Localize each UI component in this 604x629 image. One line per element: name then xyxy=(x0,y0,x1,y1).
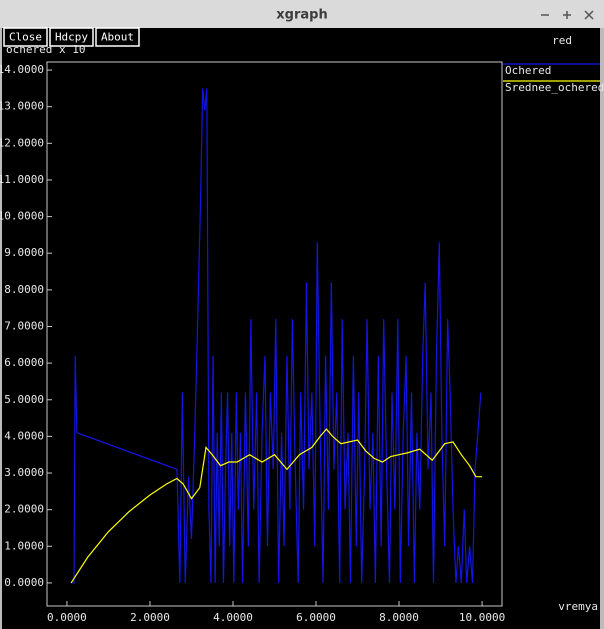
legend-label: Ochered xyxy=(505,64,551,77)
window-controls[interactable] xyxy=(541,10,594,20)
window-border xyxy=(600,28,604,629)
button-label[interactable]: Hdcpy xyxy=(55,31,88,44)
window-border xyxy=(0,28,2,629)
series-line xyxy=(70,428,483,584)
button-label[interactable]: About xyxy=(101,31,134,44)
x-axis-label: vremya xyxy=(558,600,598,613)
x-tick-label: 6.0000 xyxy=(296,611,336,624)
button[interactable] xyxy=(49,27,94,47)
y-tick-label: 3.0000 xyxy=(4,466,44,479)
plot-frame xyxy=(46,61,503,607)
y-tick-label: 0.0000 xyxy=(4,576,44,589)
button[interactable] xyxy=(3,27,48,47)
chart-title: red xyxy=(552,34,572,47)
y-tick-label: 2.0000 xyxy=(4,503,44,516)
x-tick-label: 4.0000 xyxy=(213,611,253,624)
button-label[interactable]: Close xyxy=(9,31,42,44)
y-tick-label: 10.0000 xyxy=(0,210,44,223)
y-tick-label: 5.0000 xyxy=(4,393,44,406)
y-tick-label: 9.0000 xyxy=(4,246,44,259)
y-tick-label: 11.0000 xyxy=(0,173,44,186)
y-axis-label: ochered x 10 xyxy=(6,43,85,56)
y-tick-label: 6.0000 xyxy=(4,356,44,369)
x-tick-label: 2.0000 xyxy=(130,611,170,624)
series-line xyxy=(71,88,482,584)
y-tick-label: 8.0000 xyxy=(4,283,44,296)
legend-label: Srednee_ocheredi xyxy=(505,81,604,94)
y-tick-label: 1.0000 xyxy=(4,539,44,552)
y-tick-label: 14.0000 xyxy=(0,63,44,76)
button-bar: Close Hdcpy About xyxy=(3,27,140,47)
x-tick-label: 8.0000 xyxy=(379,611,419,624)
x-tick-label: 10.0000 xyxy=(459,611,505,624)
y-tick-label: 4.0000 xyxy=(4,429,44,442)
y-tick-label: 13.0000 xyxy=(0,100,44,113)
button[interactable] xyxy=(95,27,140,47)
y-tick-label: 7.0000 xyxy=(4,319,44,332)
close-icon[interactable] xyxy=(584,10,594,20)
y-tick-label: 12.0000 xyxy=(0,136,44,149)
x-tick-label: 0.0000 xyxy=(47,611,87,624)
window-title: xgraph xyxy=(276,8,327,23)
title-bar xyxy=(0,0,604,28)
